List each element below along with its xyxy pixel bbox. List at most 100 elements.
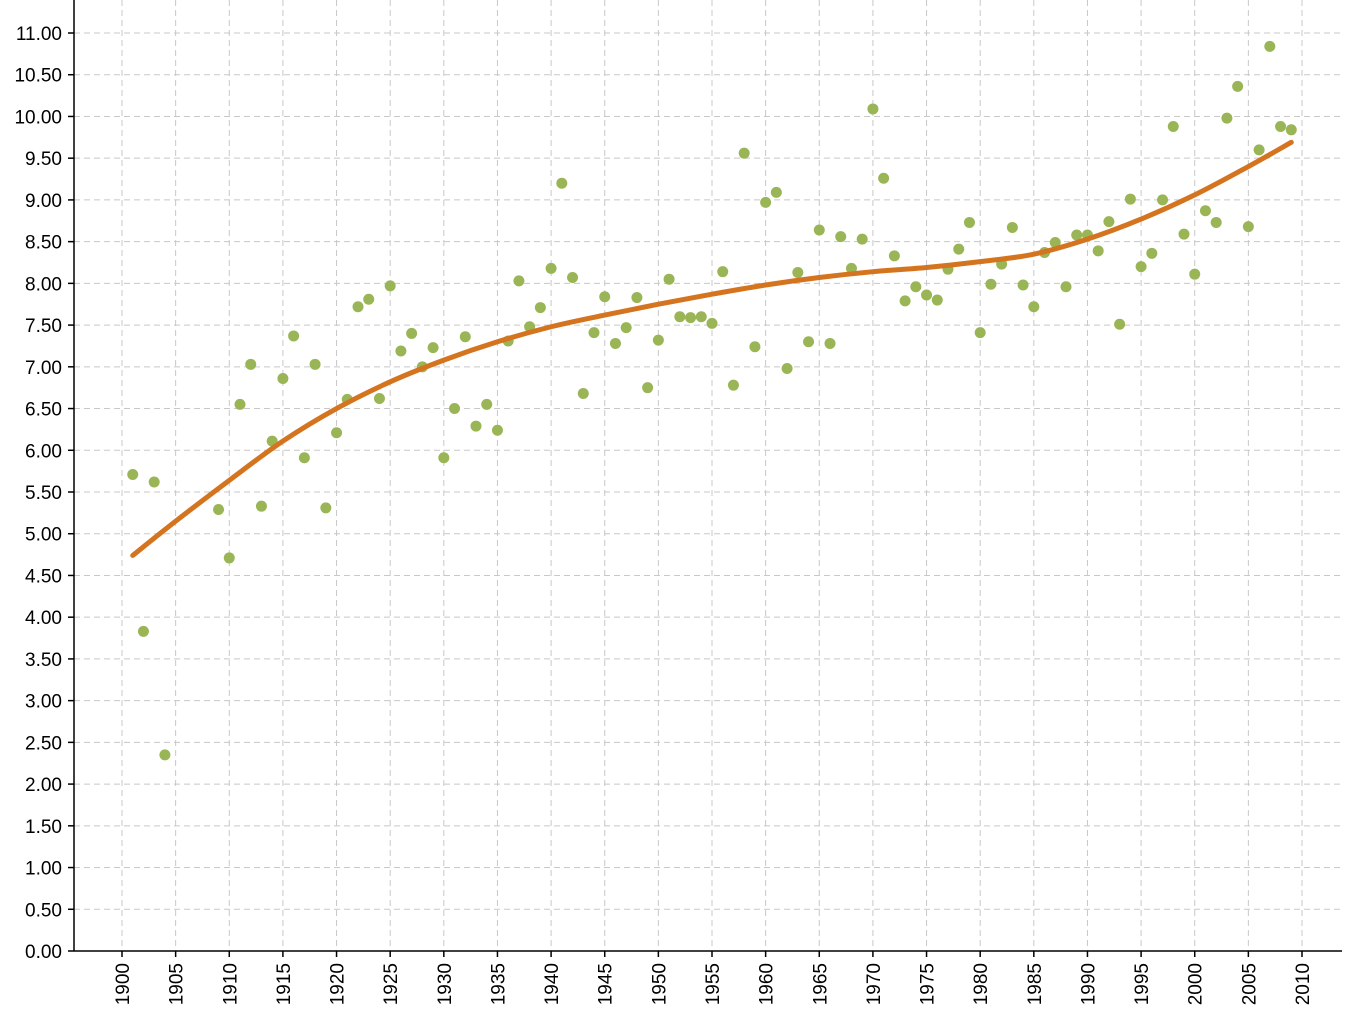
x-tick-label: 1940: [542, 963, 563, 1005]
trend-line: [130, 139, 1294, 558]
x-tick-label: 1960: [757, 963, 778, 1005]
data-point: [631, 292, 643, 304]
data-point: [1221, 112, 1233, 124]
y-tick-label: 3.50: [25, 650, 62, 671]
y-tick-label: 1.50: [25, 817, 62, 838]
x-tick-label: 1970: [864, 963, 885, 1005]
data-point: [148, 476, 160, 488]
axes: [68, 0, 1342, 957]
x-tick-label: 1965: [810, 963, 831, 1005]
x-tick-label: 1945: [596, 963, 617, 1005]
x-tick-label: 1955: [703, 963, 724, 1005]
data-point: [288, 330, 300, 342]
data-point: [1092, 245, 1104, 257]
y-tick-label: 8.00: [25, 274, 62, 295]
data-point: [642, 382, 654, 394]
y-tick-label: 0.50: [25, 900, 62, 921]
x-tick-label: 1975: [918, 963, 939, 1005]
y-tick-label: 9.00: [25, 191, 62, 212]
data-point: [588, 327, 600, 339]
x-tick-label: 1900: [113, 963, 134, 1005]
data-point: [867, 103, 879, 115]
data-point: [738, 147, 750, 159]
data-point: [1275, 120, 1287, 132]
data-points: [127, 40, 1297, 761]
data-point: [1178, 228, 1190, 240]
trend-line-layer: [130, 139, 1294, 558]
data-point: [277, 373, 289, 385]
data-point: [663, 273, 675, 285]
x-axis-tick-labels: 1900 1905 1910 1915 1920 1925 1930 1935 1940 1945…: [113, 963, 1314, 1005]
y-tick-label: 9.50: [25, 149, 62, 170]
data-point: [245, 358, 257, 370]
y-tick-label: 7.50: [25, 316, 62, 337]
data-point: [1264, 40, 1276, 52]
data-point: [1285, 124, 1297, 136]
data-point: [395, 345, 407, 357]
y-tick-label: 4.00: [25, 608, 62, 629]
data-point: [534, 302, 546, 314]
data-point: [1167, 120, 1179, 132]
data-point: [835, 231, 847, 243]
y-tick-label: 0.00: [25, 942, 62, 963]
y-tick-label: 2.50: [25, 733, 62, 754]
y-tick-label: 1.00: [25, 859, 62, 880]
grid-lines: [74, 0, 1342, 951]
x-tick-label: 1985: [1025, 963, 1046, 1005]
y-tick-label: 5.00: [25, 525, 62, 546]
data-point: [1049, 236, 1061, 248]
data-point: [427, 342, 439, 354]
data-point: [749, 341, 761, 353]
data-point: [373, 393, 385, 405]
y-tick-label: 10.50: [14, 66, 62, 87]
data-point: [320, 502, 332, 514]
y-tick-label: 11.00: [16, 24, 62, 45]
data-point: [1199, 205, 1211, 217]
x-tick-label: 2005: [1239, 963, 1260, 1005]
data-point: [309, 358, 321, 370]
data-point: [449, 403, 461, 415]
data-point: [1006, 221, 1018, 233]
data-point: [953, 243, 965, 255]
data-point: [910, 281, 922, 293]
data-point: [803, 336, 815, 348]
data-point: [1114, 318, 1126, 330]
data-point: [963, 216, 975, 228]
data-point: [577, 388, 589, 400]
data-point: [1210, 216, 1222, 228]
x-tick-label: 1935: [488, 963, 509, 1005]
data-point: [384, 280, 396, 292]
y-tick-label: 5.50: [25, 483, 62, 504]
data-point: [352, 301, 364, 313]
data-point: [545, 262, 557, 274]
data-point: [1103, 216, 1115, 228]
x-tick-label: 1915: [274, 963, 295, 1005]
y-tick-label: 6.50: [25, 400, 62, 421]
x-tick-label: 1980: [971, 963, 992, 1005]
data-point: [567, 272, 579, 284]
data-point: [556, 177, 568, 189]
x-tick-label: 1910: [220, 963, 241, 1005]
data-point: [974, 327, 986, 339]
data-point: [652, 334, 664, 346]
data-point: [363, 293, 375, 305]
data-point: [727, 379, 739, 391]
data-point: [213, 504, 225, 516]
x-tick-label: 2000: [1186, 963, 1207, 1005]
y-tick-label: 8.50: [25, 233, 62, 254]
data-point: [255, 500, 267, 512]
data-point: [1157, 194, 1169, 206]
data-point: [824, 337, 836, 349]
x-tick-label: 2010: [1293, 963, 1314, 1005]
data-point: [223, 552, 235, 564]
data-point: [888, 250, 900, 262]
data-point: [234, 398, 246, 410]
data-point: [1232, 80, 1244, 92]
y-tick-label: 2.00: [25, 775, 62, 796]
y-tick-label: 10.00: [14, 107, 62, 128]
data-point: [770, 186, 782, 198]
x-tick-label: 1950: [649, 963, 670, 1005]
data-point: [609, 337, 621, 349]
data-point: [1189, 268, 1201, 280]
y-tick-label: 4.50: [25, 566, 62, 587]
